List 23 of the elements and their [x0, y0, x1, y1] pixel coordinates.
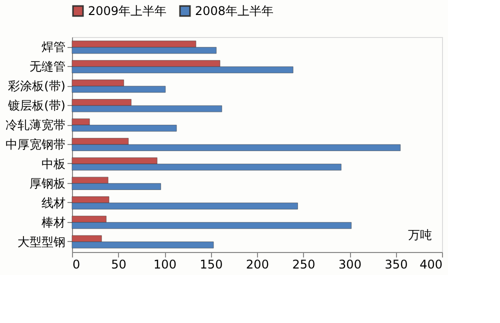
- x-tick-label: 50: [111, 258, 126, 272]
- x-tick-label: 350: [384, 258, 408, 272]
- y-tick-label: 镀层板(带): [7, 98, 66, 113]
- y-tick-label: 厚钢板: [30, 176, 66, 190]
- y-tick-label: 冷轧薄宽带: [6, 118, 66, 132]
- x-tick-label: 0: [72, 258, 80, 272]
- x-tick-label: 150: [200, 258, 223, 272]
- legend-label: 2009年上半年: [88, 4, 167, 18]
- x-tick-label: 100: [154, 258, 176, 272]
- y-tick-label: 彩涂板(带): [8, 79, 66, 94]
- x-tick-label: 200: [246, 258, 269, 272]
- x-tick-label: 300: [338, 258, 362, 272]
- y-tick-label: 中板: [42, 156, 66, 171]
- x-tick-label: 400: [420, 258, 442, 272]
- y-tick-label: 线材: [42, 196, 66, 210]
- annotation: 万吨: [408, 228, 432, 242]
- y-tick-label: 无缝管: [30, 60, 66, 74]
- y-tick-label: 棒材: [42, 215, 66, 230]
- y-tick-label: 中厚宽钢带: [6, 138, 66, 152]
- y-tick-label: 大型型钢: [18, 234, 66, 249]
- legend-label: 2008年上半年: [195, 4, 274, 18]
- x-tick-label: 250: [292, 258, 316, 272]
- y-tick-label: 焊管: [42, 40, 66, 54]
